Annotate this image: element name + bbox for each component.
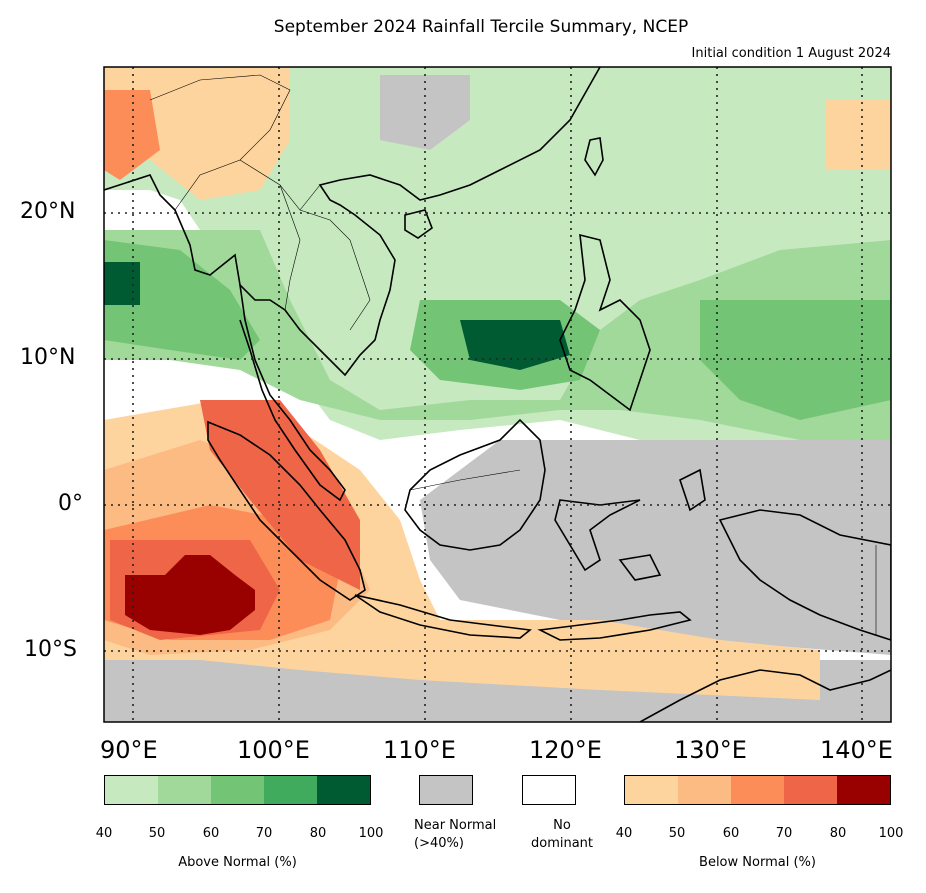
lon-label-140e: 140°E bbox=[820, 736, 893, 764]
above-normal-70-region bbox=[104, 240, 260, 360]
lat-label-20n: 20°N bbox=[20, 199, 76, 224]
below-tick-40: 40 bbox=[615, 826, 633, 841]
lon-label-130e: 130°E bbox=[674, 736, 747, 764]
above-tick-60: 60 bbox=[202, 826, 220, 841]
below-normal-80-region bbox=[125, 555, 255, 635]
below-tick-60: 60 bbox=[722, 826, 740, 841]
below-normal-80-100-swatch bbox=[837, 776, 890, 804]
below-normal-60-70-swatch bbox=[731, 776, 784, 804]
below-tick-70: 70 bbox=[775, 826, 793, 841]
near-normal-swatch bbox=[419, 775, 473, 805]
above-normal-70-80-swatch bbox=[264, 776, 317, 804]
below-normal-70-80-swatch bbox=[784, 776, 837, 804]
below-normal-north-patch bbox=[104, 90, 160, 180]
above-normal-40-50-swatch bbox=[105, 776, 158, 804]
above-normal-80-region-west bbox=[104, 262, 140, 305]
below-normal-40-50-swatch bbox=[625, 776, 678, 804]
below-tick-80: 80 bbox=[829, 826, 847, 841]
above-tick-50: 50 bbox=[148, 826, 166, 841]
lon-label-100e: 100°E bbox=[237, 736, 310, 764]
near-normal-region-north bbox=[380, 75, 470, 150]
above-tick-80: 80 bbox=[309, 826, 327, 841]
lon-label-90e: 90°E bbox=[100, 736, 158, 764]
above-normal-colorbar bbox=[104, 775, 371, 805]
above-normal-caption: Above Normal (%) bbox=[178, 855, 297, 870]
above-normal-60-region bbox=[104, 230, 891, 440]
map-title: September 2024 Rainfall Tercile Summary,… bbox=[273, 17, 689, 37]
below-normal-50-60-swatch bbox=[678, 776, 731, 804]
lat-label-10s: 10°S bbox=[24, 637, 77, 662]
lat-label-10n: 10°N bbox=[20, 345, 76, 370]
lon-label-120e: 120°E bbox=[529, 736, 602, 764]
near-normal-region bbox=[420, 440, 891, 655]
above-normal-50-60-swatch bbox=[158, 776, 211, 804]
below-normal-colorbar bbox=[624, 775, 891, 805]
above-normal-80-region bbox=[460, 320, 570, 370]
country-borders bbox=[149, 74, 877, 635]
above-tick-70: 70 bbox=[255, 826, 273, 841]
above-normal-80-100-swatch bbox=[317, 776, 370, 804]
near-normal-caption: Near Normal (>40%) bbox=[414, 818, 497, 851]
below-normal-east-patch bbox=[826, 100, 891, 170]
lat-label-equator: 0° bbox=[58, 491, 83, 516]
above-normal-60-70-swatch bbox=[211, 776, 264, 804]
above-normal-70-region-east bbox=[700, 300, 891, 420]
above-tick-40: 40 bbox=[95, 826, 113, 841]
lon-label-110e: 110°E bbox=[383, 736, 456, 764]
no-dominant-swatch bbox=[522, 775, 576, 805]
rainfall-map bbox=[103, 66, 892, 723]
below-normal-caption: Below Normal (%) bbox=[699, 855, 816, 870]
gridlines bbox=[104, 67, 891, 722]
map-subtitle: Initial condition 1 August 2024 bbox=[691, 46, 891, 61]
below-normal-70-region bbox=[200, 400, 360, 590]
above-tick-100: 100 bbox=[358, 826, 384, 841]
coastlines bbox=[104, 67, 891, 722]
no-dominant-caption: No dominant bbox=[530, 818, 594, 851]
map-frame bbox=[103, 66, 892, 723]
below-tick-100: 100 bbox=[878, 826, 904, 841]
below-tick-50: 50 bbox=[668, 826, 686, 841]
